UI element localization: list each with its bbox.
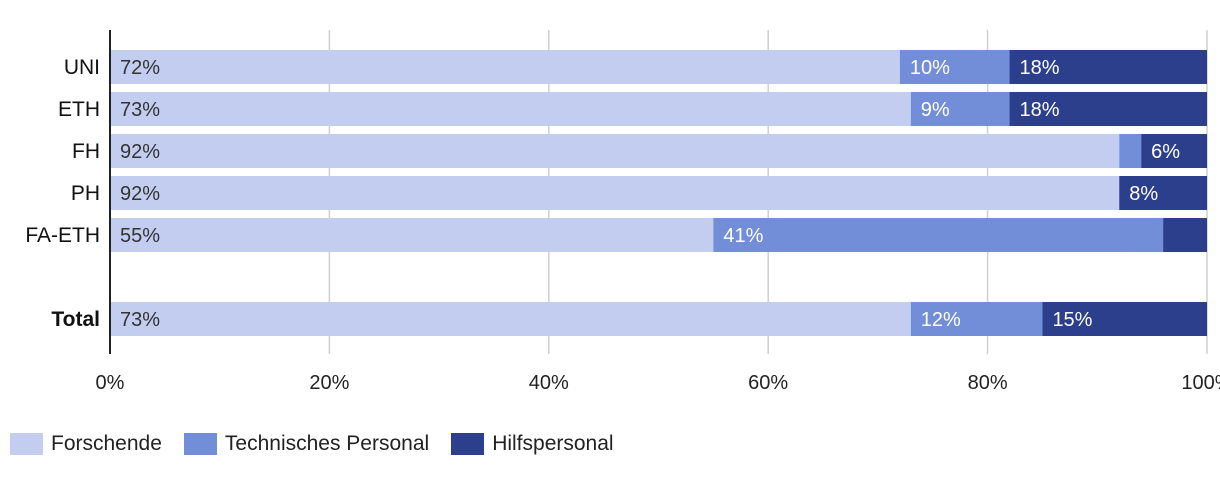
category-label: FH [72, 140, 100, 163]
data-label: 18% [1020, 57, 1060, 79]
bar-segment [110, 302, 911, 336]
bar-segment [110, 92, 911, 126]
bar-segment [1009, 50, 1207, 84]
data-label: 9% [921, 99, 950, 121]
x-tick-label: 40% [529, 372, 569, 394]
bar-segment [1119, 176, 1207, 210]
bar-segment [110, 134, 1120, 168]
category-label: Total [51, 308, 100, 331]
x-tick-label: 60% [748, 372, 788, 394]
bar-segment [110, 218, 714, 252]
legend-item: Hilfspersonal [451, 432, 614, 456]
x-tick-label: 0% [96, 372, 125, 394]
data-label: 6% [1151, 141, 1180, 163]
data-label: 18% [1020, 99, 1060, 121]
category-labels: UNI ETH FH PH FA-ETH Total [25, 56, 100, 331]
bar-segment [899, 50, 1010, 84]
data-label: 8% [1129, 183, 1158, 205]
stacked-bar-chart: 72% 10% 18% 73% 9% 18% 92% 6% 92% 8% 55% 41% 73% 12% 1… [25, 30, 1220, 394]
bar-segment [1119, 134, 1142, 168]
data-label: 55% [120, 225, 160, 247]
data-label: 72% [120, 57, 160, 79]
legend-item: Technisches Personal [183, 432, 430, 456]
data-label: 41% [723, 225, 763, 247]
data-label: 10% [910, 57, 950, 79]
data-label: 15% [1052, 309, 1092, 331]
legend-swatch [10, 433, 43, 455]
bar-segment [1009, 92, 1207, 126]
x-tick-label: 20% [309, 372, 349, 394]
legend-swatch [183, 433, 217, 455]
bar-layer: 72% 10% 18% 73% 9% 18% 92% 6% 92% 8% 55% 41% 73% 12% 1… [110, 50, 1207, 336]
data-label: 92% [120, 183, 160, 205]
data-label: 73% [120, 99, 160, 121]
legend-label: Forschende [51, 432, 162, 455]
x-axis-ticks: 0% 20% 40% 60% 80% 100% [96, 372, 1220, 394]
data-label: 73% [120, 309, 160, 331]
x-tick-label: 100% [1181, 372, 1220, 394]
bar-segment [110, 50, 900, 84]
category-label: ETH [58, 98, 100, 121]
legend-swatch [451, 433, 485, 455]
bar-segment [910, 92, 1010, 126]
data-label: 92% [120, 141, 160, 163]
category-label: PH [71, 182, 100, 205]
bar-segment [110, 176, 1120, 210]
data-label: 12% [921, 309, 961, 331]
bar-segment [1163, 218, 1207, 252]
bar-segment [713, 218, 1164, 252]
bar-segment [1141, 134, 1207, 168]
legend-label: Hilfspersonal [492, 432, 614, 455]
bar-segment [910, 302, 1043, 336]
bar-segment [1042, 302, 1207, 336]
category-label: FA-ETH [25, 224, 100, 247]
legend-item: Forschende [10, 432, 162, 456]
legend-label: Technisches Personal [224, 432, 430, 455]
legend: Forschende Technisches Personal Hilfsperso… [10, 432, 636, 456]
x-tick-label: 80% [968, 372, 1008, 394]
category-label: UNI [64, 56, 100, 79]
